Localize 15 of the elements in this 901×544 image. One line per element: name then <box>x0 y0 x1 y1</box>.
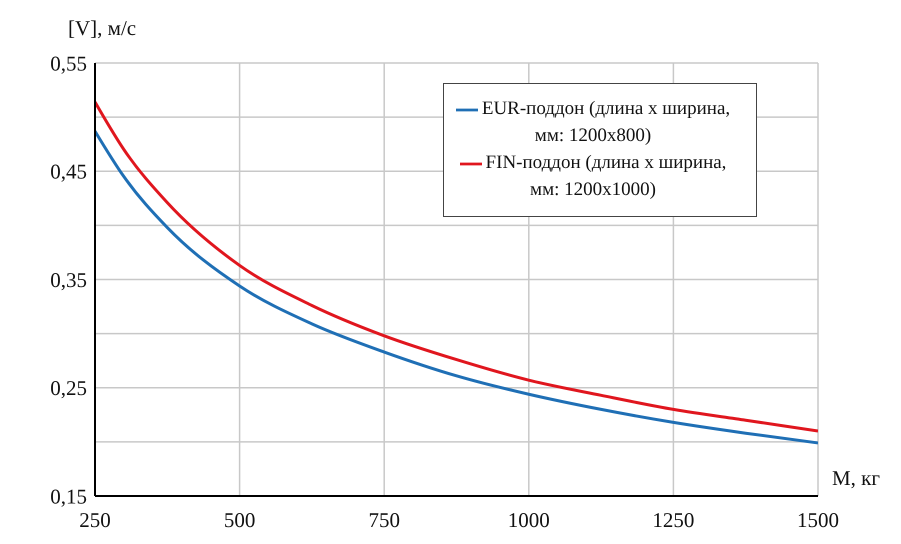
y-tick-label: 0,55 <box>50 51 87 76</box>
y-axis-title: [V], м/с <box>68 16 136 41</box>
x-tick-label: 1000 <box>508 508 550 532</box>
y-tick-label: 0,15 <box>50 484 87 508</box>
y-tick-label: 0,35 <box>50 268 87 292</box>
x-tick-label: 1250 <box>652 508 694 532</box>
x-tick-label: 1500 <box>797 508 839 532</box>
x-tick-label: 500 <box>224 508 256 532</box>
y-tick-label: 0,45 <box>50 160 87 184</box>
x-axis-title: M, кг <box>832 466 880 491</box>
y-tick-label: 0,25 <box>50 376 87 400</box>
legend-label: FIN-поддон (длина х ширина, мм: 1200х1000) <box>486 152 726 200</box>
x-tick-label: 250 <box>79 508 111 532</box>
x-tick-label: 750 <box>368 508 400 532</box>
legend-label: EUR-поддон (длина х ширина, мм: 1200х800) <box>482 98 730 146</box>
